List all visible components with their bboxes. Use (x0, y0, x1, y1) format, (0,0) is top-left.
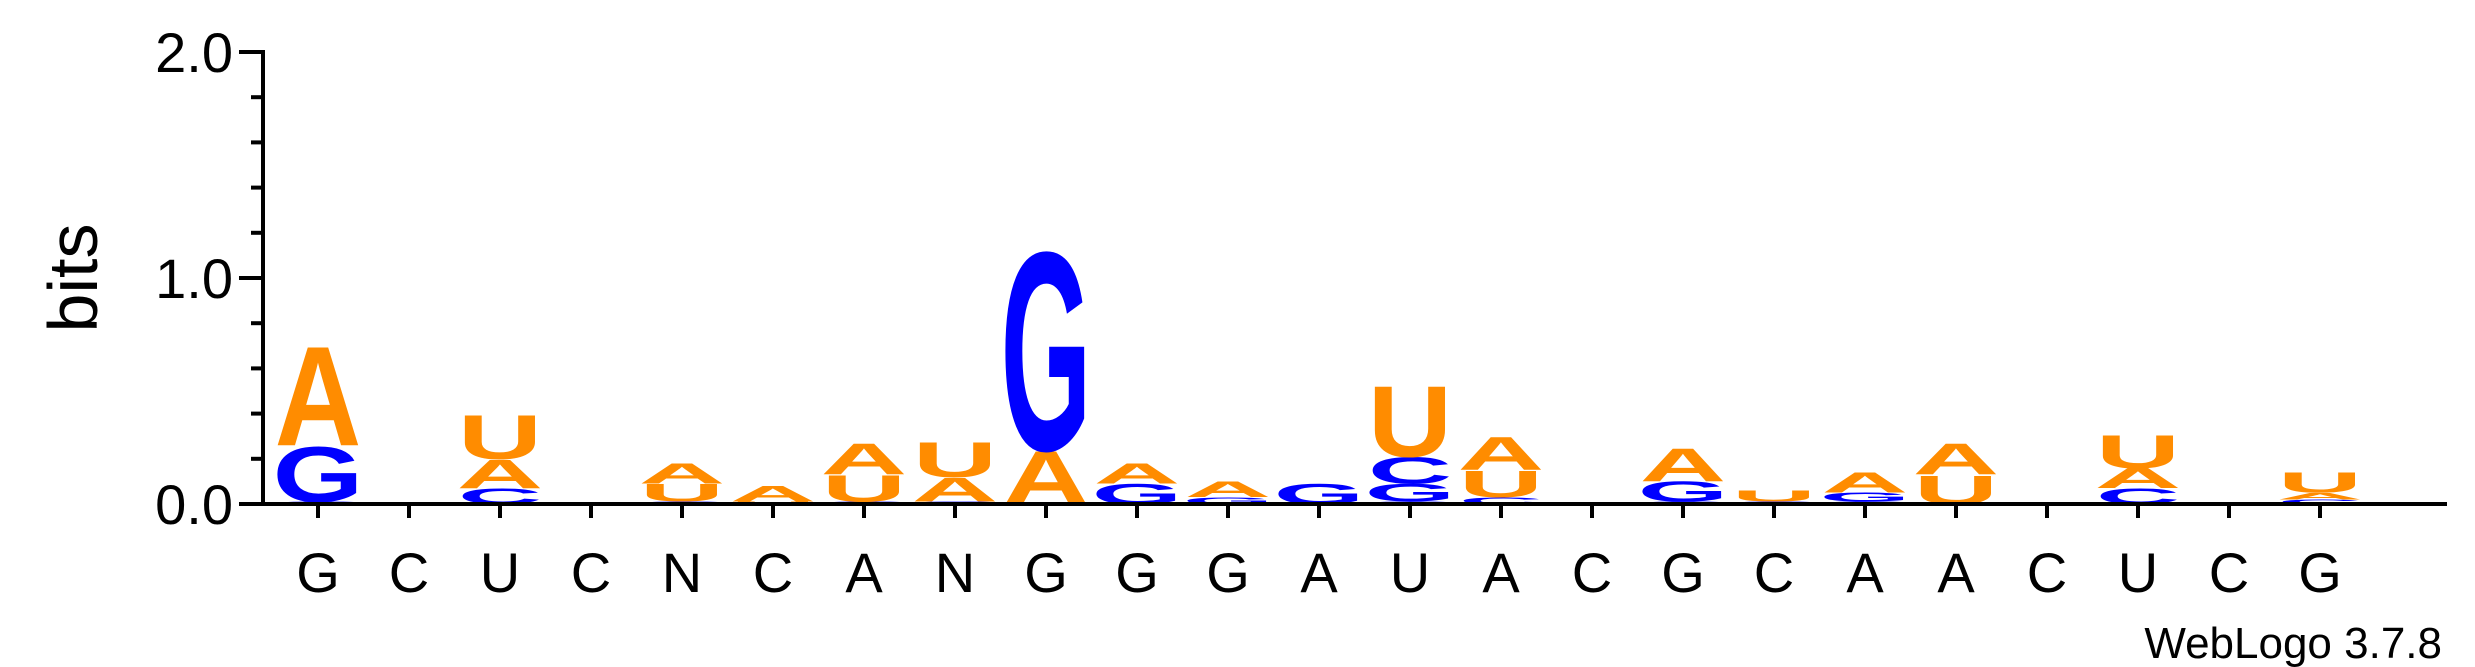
x-tick-label: C (753, 541, 793, 604)
logo-letter-a: A (1822, 467, 1909, 499)
x-tick-label: U (2118, 541, 2158, 604)
logo-letter-c: C (1368, 450, 1452, 492)
x-tick-label: G (296, 541, 340, 604)
x-tick-label: C (389, 541, 429, 604)
logo-letter-u: U (458, 402, 542, 473)
x-tick-label: C (571, 541, 611, 604)
logo-letter-g: G (1820, 490, 1911, 504)
x-tick-label: A (1937, 541, 1975, 604)
logo-letter-u: U (1459, 463, 1543, 505)
logo-letter-g: G (1001, 193, 1092, 511)
y-tick-label: 2.0 (155, 21, 233, 84)
x-tick-label: C (1754, 541, 1794, 604)
logo-letter-g: G (1183, 495, 1274, 506)
logo-letter-u: U (2096, 425, 2180, 478)
logo-letter-c: C (2278, 498, 2362, 505)
logo-letter-u: U (913, 432, 997, 488)
x-tick-label: A (1300, 541, 1338, 604)
x-tick-label: G (1206, 541, 1250, 604)
x-tick-label: G (2298, 541, 2342, 604)
logo-letter-c: C (1459, 495, 1543, 506)
x-tick-label: N (935, 541, 975, 604)
logo-letter-u: U (2278, 467, 2362, 499)
x-tick-label: C (1572, 541, 1612, 604)
logo-letter-a: A (2277, 491, 2364, 502)
logo-letter-a: A (457, 452, 544, 498)
x-tick-label: G (1115, 541, 1159, 604)
logo-letter-u: U (1732, 488, 1816, 506)
logo-letter-a: A (1640, 439, 1727, 492)
x-tick-label: C (2209, 541, 2249, 604)
x-tick-label: G (1024, 541, 1068, 604)
x-tick-label: N (662, 541, 702, 604)
x-tick-label: A (1482, 541, 1520, 604)
logo-letter-a: A (1094, 458, 1181, 490)
logo-letter-a: A (2095, 463, 2182, 495)
logo-letter-u: U (1368, 366, 1452, 479)
x-tick-label: U (1390, 541, 1430, 604)
logo-letter-a: A (1913, 435, 2000, 484)
logo-letter-a: A (1458, 428, 1545, 481)
weblogo-credit: WebLogo 3.7.8 (2144, 619, 2442, 667)
y-tick-label: 1.0 (155, 247, 233, 310)
logo-letter-a: A (639, 458, 726, 490)
y-tick-label: 0.0 (155, 473, 233, 536)
y-axis-label: bits (34, 224, 112, 333)
logo-letter-a: A (821, 435, 908, 484)
x-tick-label: A (845, 541, 883, 604)
x-tick-label: G (1661, 541, 1705, 604)
logo-letter-a: A (275, 317, 362, 476)
logo-letter-a: A (1185, 478, 1272, 503)
x-tick-label: A (1846, 541, 1884, 604)
x-tick-label: U (480, 541, 520, 604)
y-ticks: 0.0 1.0 2.0 (155, 21, 263, 536)
x-tick-label: C (2027, 541, 2067, 604)
